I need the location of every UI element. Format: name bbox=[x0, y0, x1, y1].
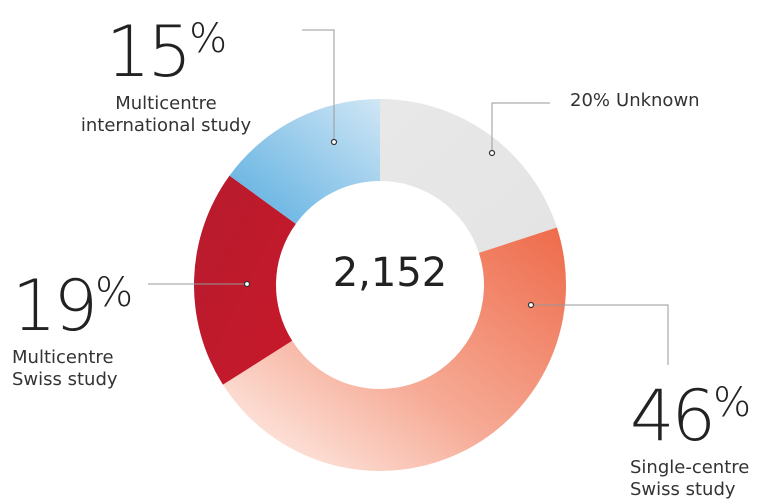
leader-dot bbox=[488, 149, 496, 157]
category-label: Single-centre Swiss study bbox=[630, 457, 750, 500]
segment-label: 46% Single-centre Swiss study bbox=[630, 368, 762, 501]
leader-dot bbox=[527, 301, 535, 309]
category-label: Multicentre international study bbox=[80, 93, 252, 136]
donut-segment bbox=[193, 175, 296, 385]
segment-label: 15% Multicentre international study bbox=[66, 4, 266, 137]
donut-segment bbox=[229, 98, 380, 224]
segment-label: 19% Multicentre Swiss study bbox=[12, 258, 152, 391]
value-label: 19% bbox=[12, 265, 134, 347]
leader-dot bbox=[243, 280, 251, 288]
donut-segment bbox=[222, 227, 567, 471]
value-label: 15% bbox=[106, 11, 228, 93]
value-label: 46% bbox=[630, 375, 752, 457]
donut-segment bbox=[380, 99, 557, 253]
value-label: 20% bbox=[570, 90, 611, 111]
leader-line bbox=[491, 102, 550, 153]
leader-line bbox=[302, 29, 335, 142]
chart: 2,152 bbox=[148, 29, 669, 471]
leader-line bbox=[531, 304, 669, 365]
segment-label: 20% Unknown bbox=[570, 90, 700, 111]
leader-dot bbox=[330, 138, 338, 146]
category-label: Unknown bbox=[616, 90, 700, 111]
page: {"chart_data": {"type": "donut", "center… bbox=[12, 4, 752, 500]
center-label: 2,152 bbox=[333, 250, 448, 296]
category-label: Multicentre Swiss study bbox=[12, 347, 118, 390]
